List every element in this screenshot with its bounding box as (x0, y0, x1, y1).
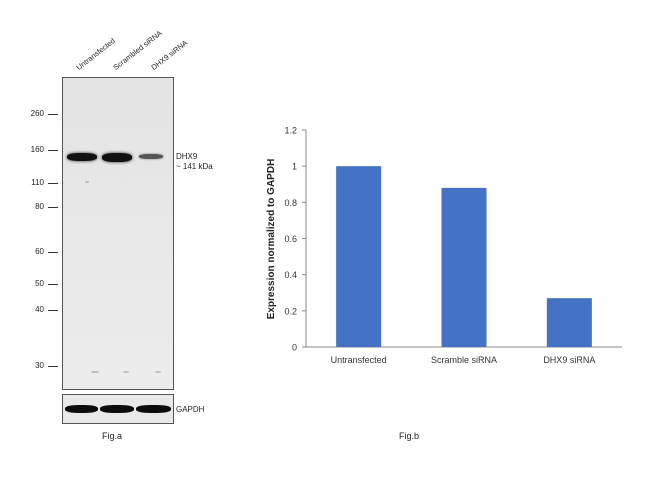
bar-scramble-sirna (441, 187, 487, 347)
mw-marker-60: 60 (35, 247, 44, 256)
bar-dhx9-sirna (546, 298, 592, 347)
mw-marker-50: 50 (35, 279, 44, 288)
lane-label-dhx9-sirna: DHX9 siRNA (149, 38, 190, 72)
mw-marker-260: 260 (30, 109, 44, 118)
y-axis: 0 0.2 0.4 0.6 0.8 1 1.2 (284, 126, 307, 353)
x-axis: Untransfected Scramble siRNA DHX9 siRNA (306, 346, 622, 365)
y-tick-label: 1.2 (284, 126, 297, 136)
mw-marker-160: 160 (30, 145, 44, 154)
x-tick-label: Scramble siRNA (431, 355, 497, 365)
gapdh-band-untransfected (65, 405, 98, 413)
target-protein-label: DHX9 (176, 152, 198, 161)
y-tick-label: 1 (292, 162, 297, 172)
y-axis-label: Expression normalized to GAPDH (266, 159, 277, 320)
x-tick-label: Untransfected (331, 355, 387, 365)
mw-marker-40: 40 (35, 305, 44, 314)
mw-tick (48, 284, 58, 285)
blot-artifact (85, 181, 89, 183)
dhx9-band-dhx9-sirna (139, 154, 163, 159)
gapdh-membrane (62, 394, 174, 424)
dhx9-band-untransfected (67, 153, 97, 161)
mw-tick (48, 183, 58, 184)
expression-bar-chart: 0 0.2 0.4 0.6 0.8 1 1.2 Untransfected Scramble … (266, 126, 622, 365)
dhx9-band-scrambled (102, 153, 132, 162)
target-size-label: ~ 141 kDa (176, 162, 213, 171)
mw-tick (48, 252, 58, 253)
y-tick-label: 0.2 (284, 306, 297, 316)
y-tick-label: 0 (292, 343, 297, 353)
y-tick-label: 0.4 (284, 270, 297, 280)
y-tick-label: 0.8 (284, 198, 297, 208)
mw-tick (48, 366, 58, 367)
blot-artifact (123, 371, 129, 373)
mw-marker-30: 30 (35, 361, 44, 370)
blot-artifact (155, 371, 161, 373)
mw-tick (48, 207, 58, 208)
mw-tick (48, 150, 58, 151)
mw-tick (48, 114, 58, 115)
western-blot-figure: Untransfected Scrambled siRNA DHX9 siRNA… (0, 0, 240, 450)
figure-b-caption: Fig.b (399, 431, 420, 441)
gapdh-band-scrambled (100, 405, 134, 413)
y-tick-label: 0.6 (284, 234, 297, 244)
blot-artifact (91, 371, 99, 373)
bar-untransfected (336, 166, 382, 347)
lane-label-untransfected: Untransfected (74, 36, 117, 72)
x-tick-label: DHX9 siRNA (543, 355, 595, 365)
bar-series (336, 166, 592, 347)
mw-marker-80: 80 (35, 202, 44, 211)
mw-marker-110: 110 (31, 178, 44, 187)
mw-tick (48, 310, 58, 311)
figure-a-caption: Fig.a (102, 431, 123, 441)
blot-membrane (62, 77, 174, 390)
loading-control-label: GAPDH (176, 405, 205, 414)
gapdh-band-dhx9-sirna (136, 405, 171, 413)
